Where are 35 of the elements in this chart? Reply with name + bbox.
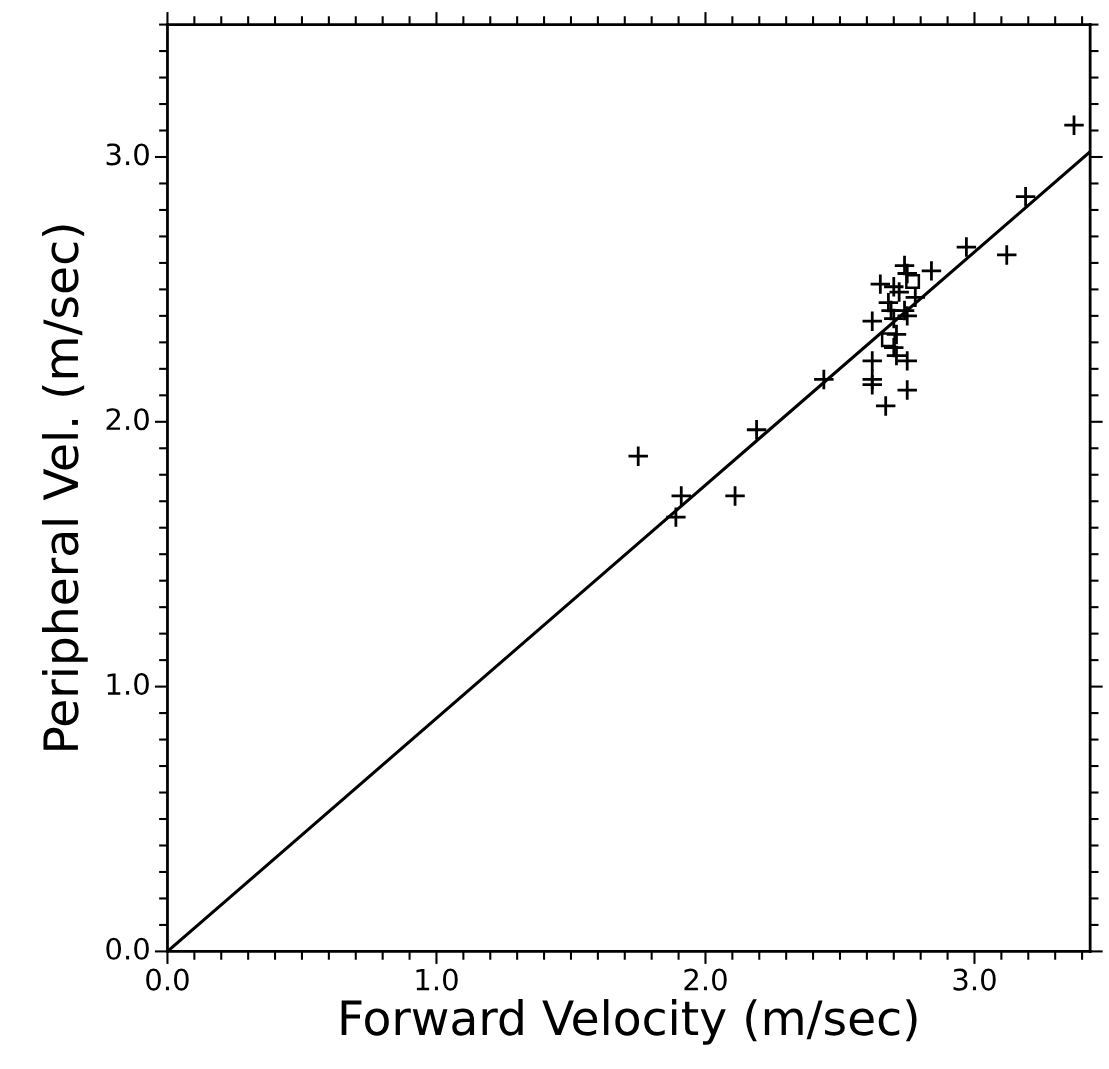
point xyxy=(627,445,650,468)
point xyxy=(896,349,919,372)
point xyxy=(745,418,768,441)
point xyxy=(861,349,884,372)
point xyxy=(861,310,884,333)
point xyxy=(880,332,896,348)
y-axis-title: Peripheral Vel. (m/sec) xyxy=(42,225,88,750)
point xyxy=(670,484,693,508)
point xyxy=(896,262,919,285)
point xyxy=(885,344,908,367)
y-tick-label: 1.0 xyxy=(107,673,149,696)
y-tick-label: 2.0 xyxy=(106,408,149,431)
point xyxy=(869,272,892,296)
point xyxy=(905,273,921,289)
point xyxy=(723,484,747,508)
y-tick-label: 3.0 xyxy=(106,143,149,166)
point xyxy=(896,378,919,402)
x-axis-title: Forward Velocity (m/sec) xyxy=(341,999,917,1045)
point xyxy=(812,368,835,391)
point xyxy=(1014,185,1037,208)
point xyxy=(882,275,905,298)
point xyxy=(896,304,919,327)
x-tick-label: 1.0 xyxy=(416,968,458,991)
point xyxy=(885,323,908,346)
x-tick-label: 3.0 xyxy=(953,968,996,991)
point xyxy=(920,259,943,282)
point xyxy=(1062,114,1086,137)
point xyxy=(861,373,884,396)
y-tick-label: 0.0 xyxy=(106,937,149,960)
point xyxy=(955,235,978,259)
x-tick-label: 0.0 xyxy=(146,968,189,991)
point xyxy=(874,394,897,418)
point xyxy=(995,243,1018,267)
point xyxy=(664,506,687,529)
x-tick-label: 2.0 xyxy=(684,968,727,991)
